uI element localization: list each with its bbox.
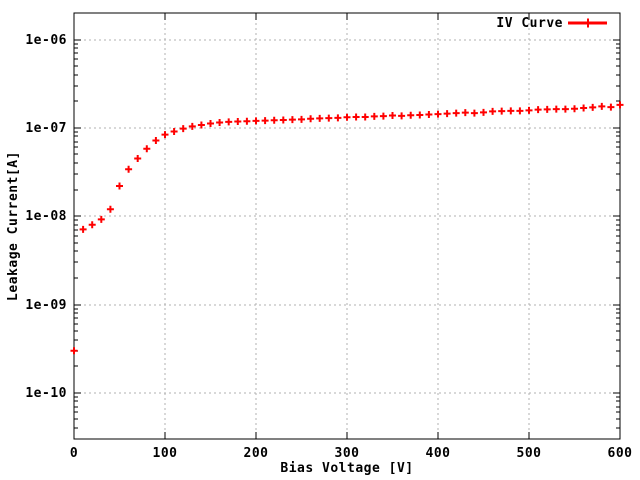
y-tick-label: 1e-08: [25, 209, 67, 224]
x-tick-label: 500: [517, 446, 542, 461]
data-point: [88, 221, 96, 229]
data-point: [288, 116, 296, 124]
data-point: [370, 112, 378, 120]
y-tick-label: 1e-06: [25, 33, 67, 48]
data-point: [307, 115, 315, 123]
legend-sample-marker: [584, 18, 592, 28]
data-point: [334, 114, 342, 122]
data-point: [452, 109, 460, 117]
tick-labels: 0 100 200 300 400 500 600 1e-06 1e-07 1e-08 1e-09 1…: [25, 33, 632, 461]
grid-lines: [74, 13, 620, 439]
data-point: [379, 112, 387, 120]
data-point: [480, 108, 487, 116]
data-point: [298, 115, 305, 123]
data-point: [116, 182, 123, 190]
x-tick-label: 0: [70, 446, 78, 461]
data-point: [97, 215, 105, 223]
data-point: [543, 105, 551, 113]
x-tick-label: 300: [335, 446, 360, 461]
data-point: [270, 116, 278, 124]
data-point: [225, 118, 233, 126]
data-point: [134, 155, 142, 163]
x-tick-label: 600: [608, 446, 633, 461]
data-point: [407, 111, 415, 119]
data-point: [361, 113, 369, 121]
data-point: [534, 106, 542, 114]
data-point: [79, 225, 87, 233]
x-tick-label: 200: [244, 446, 269, 461]
data-point: [179, 125, 187, 133]
data-point: [106, 205, 114, 213]
data-point: [425, 110, 433, 118]
data-point: [152, 136, 160, 144]
data-point: [261, 117, 269, 125]
y-tick-label: 1e-07: [25, 121, 67, 136]
data-point: [516, 107, 524, 115]
legend-series-label: IV Curve: [496, 16, 563, 31]
data-point: [443, 110, 451, 118]
data-point: [552, 105, 560, 113]
data-point: [489, 107, 497, 115]
data-point: [170, 128, 178, 136]
data-point: [343, 113, 351, 121]
x-tick-label: 400: [426, 446, 451, 461]
y-axis-title: Leakage Current[A]: [6, 151, 21, 301]
data-point: [252, 117, 260, 125]
data-point: [589, 103, 597, 111]
x-tick-label: 100: [153, 446, 178, 461]
data-point: [398, 112, 406, 120]
data-point: [197, 121, 205, 129]
data-point: [461, 109, 469, 117]
data-point: [161, 131, 169, 139]
data-point: [243, 117, 251, 125]
data-point: [389, 112, 396, 120]
data-point: [580, 104, 588, 112]
data-point: [607, 103, 615, 111]
x-axis-title: Bias Voltage [V]: [280, 461, 413, 476]
iv-curve-series: [70, 101, 624, 355]
data-point: [188, 122, 196, 130]
data-point: [434, 110, 442, 118]
data-point: [598, 102, 606, 110]
data-point: [470, 109, 478, 117]
data-point: [207, 120, 214, 128]
legend-line-sample: [568, 18, 607, 28]
data-point: [325, 114, 333, 122]
legend: IV Curve: [496, 16, 607, 31]
data-point: [616, 101, 624, 109]
data-point: [279, 116, 287, 124]
data-point: [316, 114, 324, 122]
y-tick-label: 1e-10: [25, 386, 67, 401]
data-point: [571, 105, 578, 113]
data-point: [525, 106, 533, 114]
data-point: [507, 107, 515, 115]
data-point: [498, 107, 506, 115]
data-point: [143, 145, 151, 153]
axes: [73, 12, 621, 440]
data-point: [416, 111, 424, 119]
y-tick-label: 1e-09: [25, 298, 67, 313]
data-point: [352, 113, 360, 121]
data-point: [234, 118, 242, 126]
data-point: [561, 105, 569, 113]
axis-titles: Bias Voltage [V] Leakage Current[A]: [6, 151, 413, 476]
plot-border: [73, 12, 621, 440]
data-point: [216, 119, 224, 127]
data-point: [125, 165, 133, 173]
data-point: [70, 347, 78, 355]
